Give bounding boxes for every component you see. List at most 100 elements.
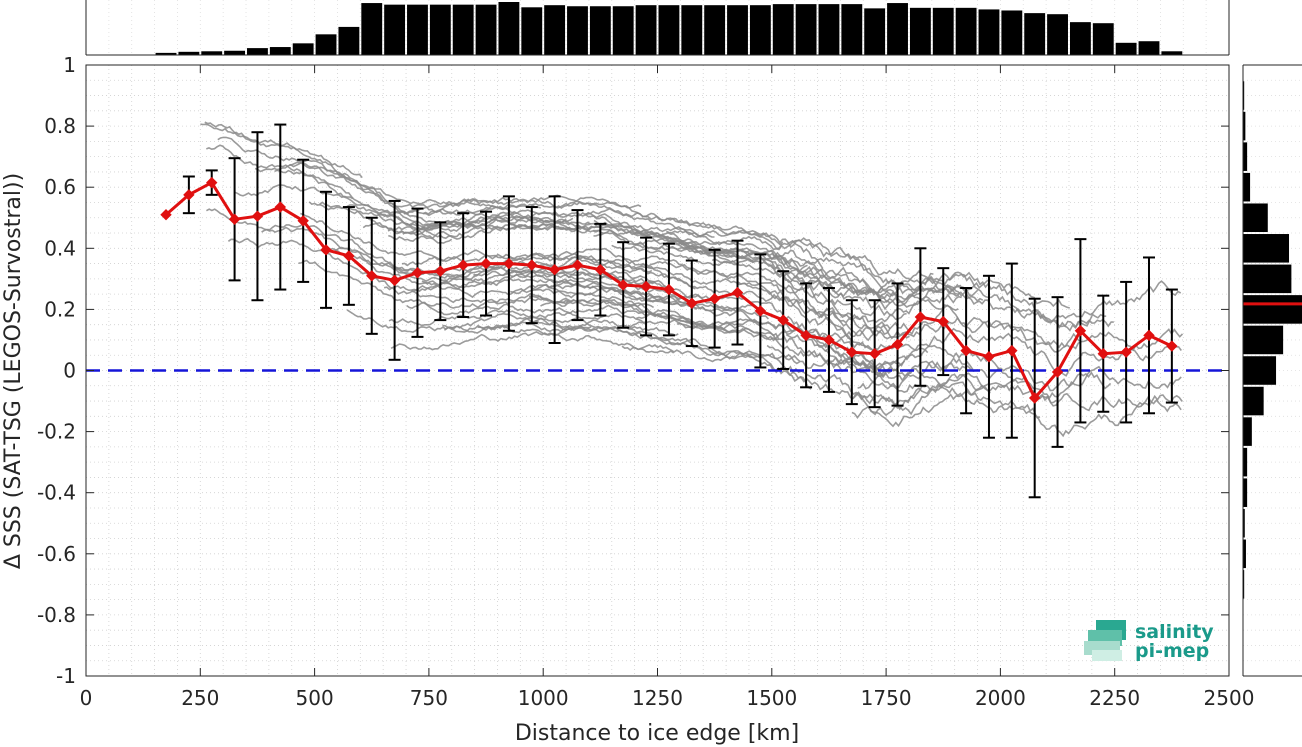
grey-trace (422, 200, 542, 215)
grey-trace (634, 237, 808, 273)
x-tick-label: 750 (410, 686, 448, 710)
y-tick-label: -1 (56, 664, 76, 688)
grey-trace (308, 201, 453, 244)
side-hist-bar (1243, 417, 1252, 446)
grey-trace (390, 331, 675, 354)
top-hist-bar (1047, 14, 1068, 56)
top-hist-bar (429, 4, 451, 55)
mean-point (617, 279, 629, 291)
logo-line1: salinity (1135, 621, 1214, 643)
top-hist-bar (452, 4, 474, 55)
top-hist-bar (727, 5, 748, 55)
grey-trace (627, 318, 1183, 412)
grey-trace (388, 221, 960, 297)
mean-point (571, 259, 584, 271)
mean-point (914, 311, 927, 323)
side-hist-bar (1243, 203, 1268, 233)
y-tick-labels: -1 -0.8 -0.6 -0.4 -0.2 0 0.2 0.4 0.6 0.8 1 (37, 53, 76, 688)
top-hist-bar (1161, 51, 1183, 55)
grey-trace (426, 210, 734, 255)
mean-point (868, 347, 881, 360)
side-hist-bar (1243, 508, 1245, 538)
top-hist-bar (338, 26, 360, 55)
top-hist-bar (292, 43, 314, 55)
top-hist-bar (772, 4, 794, 56)
y-tick-label: 0.4 (44, 236, 76, 260)
top-hist-bar (909, 7, 931, 55)
top-hist-bar (315, 34, 337, 55)
x-tick-label: 2500 (1204, 686, 1255, 710)
logo-icon (1084, 620, 1126, 661)
y-tick-label: -0.4 (37, 481, 76, 505)
mean-point (1120, 346, 1132, 358)
mean-point (411, 267, 424, 279)
grey-trace (505, 267, 882, 356)
mean-point (846, 346, 858, 358)
top-hist-bar (1092, 23, 1114, 55)
y-tick-label: 1 (63, 53, 76, 77)
x-tick-label: 1500 (746, 686, 797, 710)
top-hist-bar (178, 51, 200, 55)
mean-point (800, 329, 812, 342)
top-hist-bar (932, 7, 954, 55)
y-tick-label: 0.8 (44, 114, 76, 138)
y-tick-label: -0.6 (37, 542, 76, 566)
mean-point (777, 314, 789, 326)
mean-point (686, 297, 698, 309)
top-hist-bar (612, 6, 634, 56)
top-hist-bar (704, 5, 726, 55)
top-histogram (155, 2, 1183, 56)
top-hist-bar (1115, 42, 1137, 55)
x-tick-label: 1250 (632, 686, 683, 710)
mean-point (731, 286, 744, 299)
axes-frames (85, 0, 1302, 677)
top-hist-bar (155, 52, 177, 55)
side-hist-bar (1243, 570, 1245, 599)
grey-trace (227, 237, 569, 305)
mean-point (228, 213, 241, 225)
grey-trace (677, 235, 1070, 309)
top-hist-bar (384, 4, 406, 55)
top-hist-bar (201, 51, 223, 55)
mean-series (160, 176, 1178, 404)
grey-trace (217, 136, 515, 216)
grey-trace (532, 282, 769, 320)
top-hist-bar (818, 4, 840, 56)
top-hist-bar (498, 2, 520, 55)
side-hist-bar (1243, 142, 1248, 171)
grey-trace (327, 246, 696, 290)
mean-point (160, 208, 172, 221)
mean-point (366, 270, 378, 282)
mean-point (640, 280, 652, 293)
x-tick-label: 500 (296, 686, 334, 710)
mean-point (183, 189, 195, 201)
logo-line2: pi-mep (1135, 640, 1209, 662)
x-tick-label: 2250 (1089, 686, 1140, 710)
side-histogram (1243, 81, 1302, 599)
mean-point (434, 265, 447, 277)
side-hist-bar (1243, 325, 1284, 355)
mean-point (937, 315, 949, 328)
top-hist-bar (475, 4, 497, 55)
grey-trace (234, 184, 354, 200)
mean-point (274, 201, 287, 213)
side-hist-bar (1243, 478, 1248, 507)
top-hist-bar (407, 4, 428, 55)
mean-point (251, 210, 264, 222)
grey-trace (528, 295, 1112, 392)
grey-trace (524, 321, 800, 365)
y-axis-label: Δ SSS (SAT-TSG (LEGOS-Survostral)) (1, 173, 26, 569)
grid (85, 0, 1302, 677)
top-hist-bar (521, 7, 543, 56)
top-hist-bar (887, 3, 908, 55)
top-hist-bar (1069, 22, 1091, 55)
mean-point (663, 283, 675, 296)
top-hist-bar (955, 7, 977, 55)
top-hist-bar (269, 47, 291, 55)
mean-point (1097, 347, 1109, 360)
top-hist-bar (841, 4, 863, 56)
x-tick-label: 2000 (975, 686, 1026, 710)
y-tick-label: -0.2 (37, 420, 76, 444)
y-tick-label: 0.6 (44, 175, 76, 199)
grey-trace (593, 229, 984, 307)
